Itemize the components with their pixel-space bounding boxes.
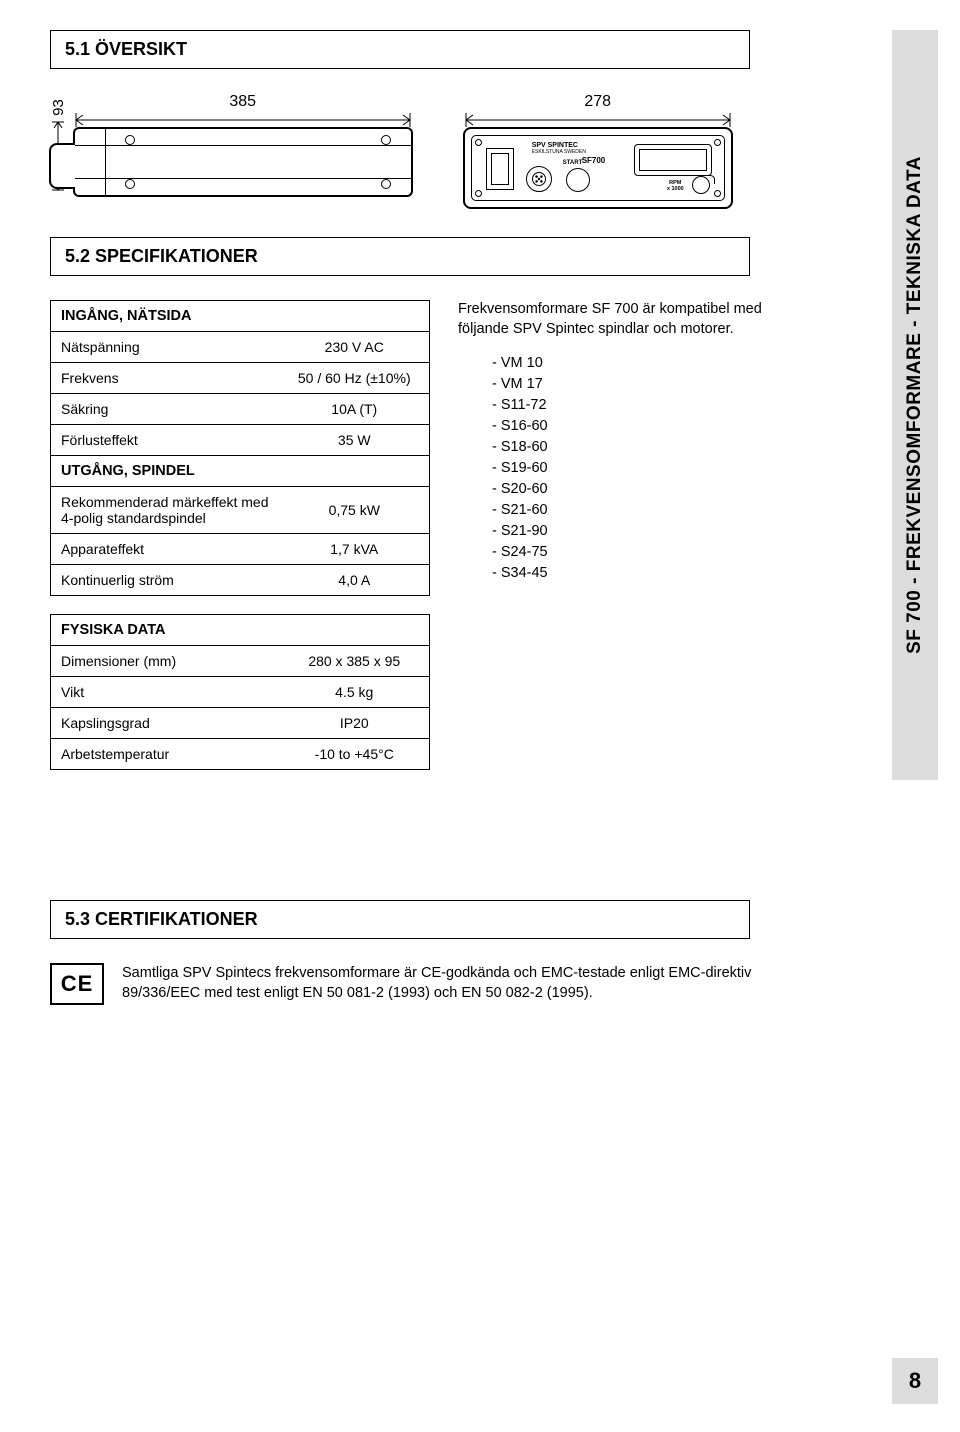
cert-text: Samtliga SPV Spintecs frekvensomformare … bbox=[122, 963, 762, 1004]
table-row: Säkring10A (T) bbox=[51, 394, 430, 425]
section-header-specs: 5.2 SPECIFIKATIONER bbox=[50, 237, 750, 276]
table-row: Vikt4.5 kg bbox=[51, 677, 430, 708]
list-item: - S21-90 bbox=[492, 521, 788, 542]
list-item: - S24-75 bbox=[492, 542, 788, 563]
side-tab-text: SF 700 - FREKVENSOMFORMARE - TEKNISKA DA… bbox=[904, 156, 926, 654]
page-number: 8 bbox=[892, 1358, 938, 1404]
dim-front-width-label: 278 bbox=[463, 93, 733, 111]
list-item: - S18-60 bbox=[492, 437, 788, 458]
spec-input-header: INGÅNG, NÄTSIDA bbox=[51, 301, 430, 332]
list-item: - S34-45 bbox=[492, 563, 788, 584]
section-header-overview: 5.1 ÖVERSIKT bbox=[50, 30, 750, 69]
ce-mark-icon: CE bbox=[50, 963, 104, 1005]
list-item: - S11-72 bbox=[492, 395, 788, 416]
table-row: Arbetstemperatur-10 to +45°C bbox=[51, 739, 430, 770]
table-row: Kontinuerlig ström4,0 A bbox=[51, 565, 430, 596]
device-brand-sub: ESKILSTUNA SWEDEN bbox=[532, 149, 586, 155]
list-item: - VM 17 bbox=[492, 374, 788, 395]
spec-tables-column: INGÅNG, NÄTSIDA Nätspänning230 V AC Frek… bbox=[50, 300, 430, 770]
device-front-drawing: SPV SPINTEC ESKILSTUNA SWEDEN SF700 STAR… bbox=[463, 127, 733, 209]
compat-intro: Frekvensomformare SF 700 är kompatibel m… bbox=[458, 300, 788, 339]
section-header-cert: 5.3 CERTIFIKATIONER bbox=[50, 900, 750, 939]
compatibility-column: Frekvensomformare SF 700 är kompatibel m… bbox=[458, 300, 788, 584]
dim-height-label: 93 bbox=[50, 99, 67, 116]
device-side-view-block: 93 385 bbox=[50, 93, 413, 197]
device-start-label: START bbox=[563, 160, 583, 166]
table-row: Apparateffekt1,7 kVA bbox=[51, 534, 430, 565]
spec-table-main: INGÅNG, NÄTSIDA Nätspänning230 V AC Frek… bbox=[50, 300, 430, 596]
table-row: Frekvens50 / 60 Hz (±10%) bbox=[51, 363, 430, 394]
device-rpm-mult: x 1000 bbox=[667, 187, 684, 193]
spec-output-header: UTGÅNG, SPINDEL bbox=[51, 456, 430, 487]
device-front-view-block: 278 SPV SPINTEC ES bbox=[463, 93, 733, 209]
spec-table-physical: FYSISKA DATA Dimensioner (mm)280 x 385 x… bbox=[50, 614, 430, 770]
list-item: - S16-60 bbox=[492, 416, 788, 437]
table-row: Förlusteffekt35 W bbox=[51, 425, 430, 456]
dim-arrow-horizontal-385 bbox=[73, 113, 413, 127]
device-brand: SPV SPINTEC bbox=[532, 142, 586, 149]
dim-arrow-horizontal-278 bbox=[463, 113, 733, 127]
table-row: Rekommenderad märkeffekt med 4-polig sta… bbox=[51, 487, 430, 534]
dimensions-diagram-row: 93 385 bbox=[50, 93, 920, 209]
side-tab: SF 700 - FREKVENSOMFORMARE - TEKNISKA DA… bbox=[892, 30, 938, 780]
list-item: - VM 10 bbox=[492, 353, 788, 374]
compat-list: - VM 10 - VM 17 - S11-72 - S16-60 - S18-… bbox=[492, 353, 788, 584]
spec-physical-header: FYSISKA DATA bbox=[51, 615, 430, 646]
table-row: KapslingsgradIP20 bbox=[51, 708, 430, 739]
device-model: SF700 bbox=[582, 156, 606, 165]
dim-width-label: 385 bbox=[73, 93, 413, 111]
table-row: Dimensioner (mm)280 x 385 x 95 bbox=[51, 646, 430, 677]
table-row: Nätspänning230 V AC bbox=[51, 332, 430, 363]
list-item: - S21-60 bbox=[492, 500, 788, 521]
list-item: - S20-60 bbox=[492, 479, 788, 500]
device-side-drawing bbox=[73, 127, 413, 197]
list-item: - S19-60 bbox=[492, 458, 788, 479]
